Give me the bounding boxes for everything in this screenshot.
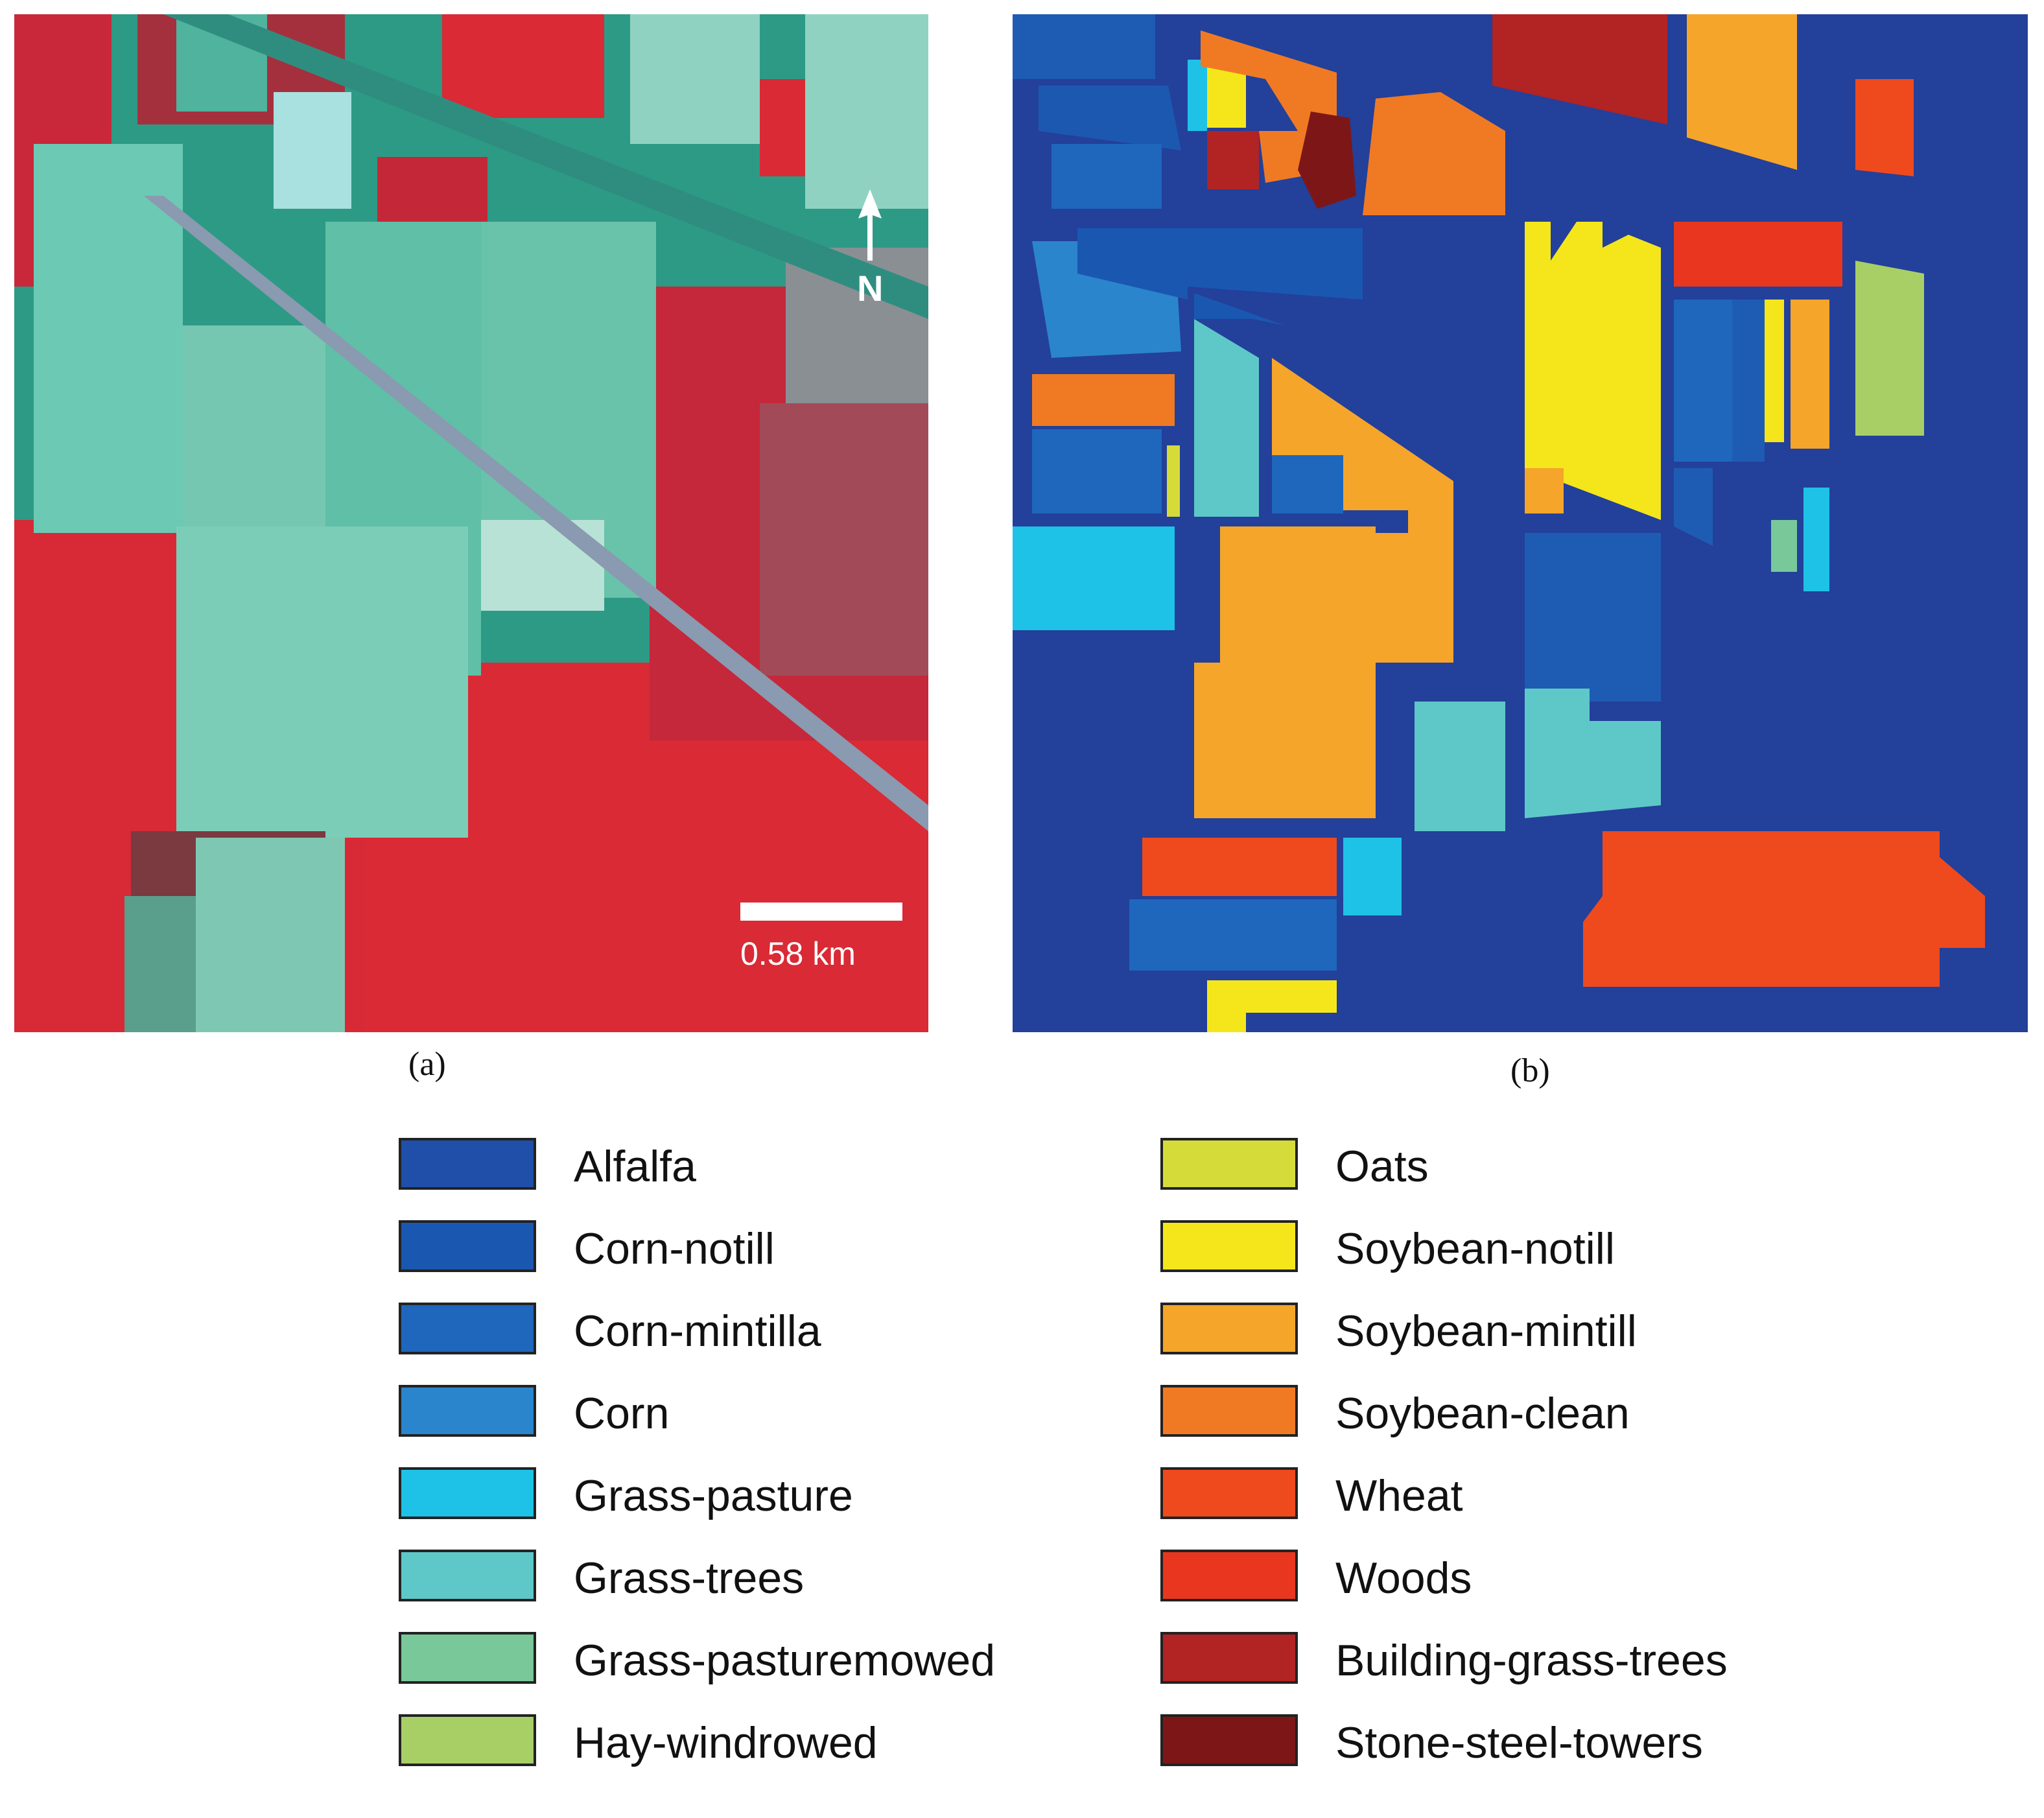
legend-label: Alfalfa	[574, 1142, 696, 1191]
scale-bar	[740, 903, 902, 921]
legend-label: Wheat	[1335, 1471, 1463, 1520]
legend-swatch	[399, 1467, 536, 1519]
legend-swatch	[1160, 1632, 1298, 1684]
legend-label: Corn-notill	[574, 1224, 775, 1273]
legend-label: Corn	[574, 1389, 670, 1438]
north-arrow-icon	[858, 189, 882, 261]
panel-b-caption: (b)	[1510, 1052, 1550, 1089]
legend-label: Grass-pasturemowed	[574, 1636, 996, 1685]
legend-swatch	[1160, 1385, 1298, 1437]
legend-label: Woods	[1335, 1553, 1472, 1603]
false-color-image	[14, 14, 928, 1032]
legend-swatch	[399, 1632, 536, 1684]
legend-label: Hay-windrowed	[574, 1718, 878, 1767]
ground-truth-map	[1013, 14, 2028, 1032]
legend-swatch	[399, 1138, 536, 1190]
legend-swatch	[1160, 1220, 1298, 1272]
legend-swatch	[399, 1550, 536, 1601]
legend-swatch	[1160, 1467, 1298, 1519]
panel-a-caption: (a)	[408, 1046, 446, 1083]
legend-label: Grass-trees	[574, 1553, 805, 1603]
legend-swatch	[1160, 1303, 1298, 1354]
legend-swatch	[399, 1220, 536, 1272]
legend-label: Soybean-notill	[1335, 1224, 1615, 1273]
legend-swatch	[399, 1714, 536, 1766]
legend-label: Corn-mintilla	[574, 1306, 821, 1356]
legend-label: Grass-pasture	[574, 1471, 853, 1520]
scale-bar-label: 0.58 km	[740, 936, 856, 972]
legend-swatch	[1160, 1138, 1298, 1190]
legend-label: Oats	[1335, 1142, 1429, 1191]
legend-label: Building-grass-trees	[1335, 1636, 1728, 1685]
false-color-image-panel: N 0.58 km	[14, 14, 928, 1032]
legend-swatch	[1160, 1550, 1298, 1601]
legend-label: Soybean-clean	[1335, 1389, 1630, 1438]
legend-swatch	[399, 1303, 536, 1354]
legend-swatch	[1160, 1714, 1298, 1766]
legend-swatch	[399, 1385, 536, 1437]
north-label: N	[857, 268, 884, 309]
legend-label: Soybean-mintill	[1335, 1306, 1637, 1356]
legend-label: Stone-steel-towers	[1335, 1718, 1703, 1767]
ground-truth-map-panel	[1013, 14, 2028, 1032]
